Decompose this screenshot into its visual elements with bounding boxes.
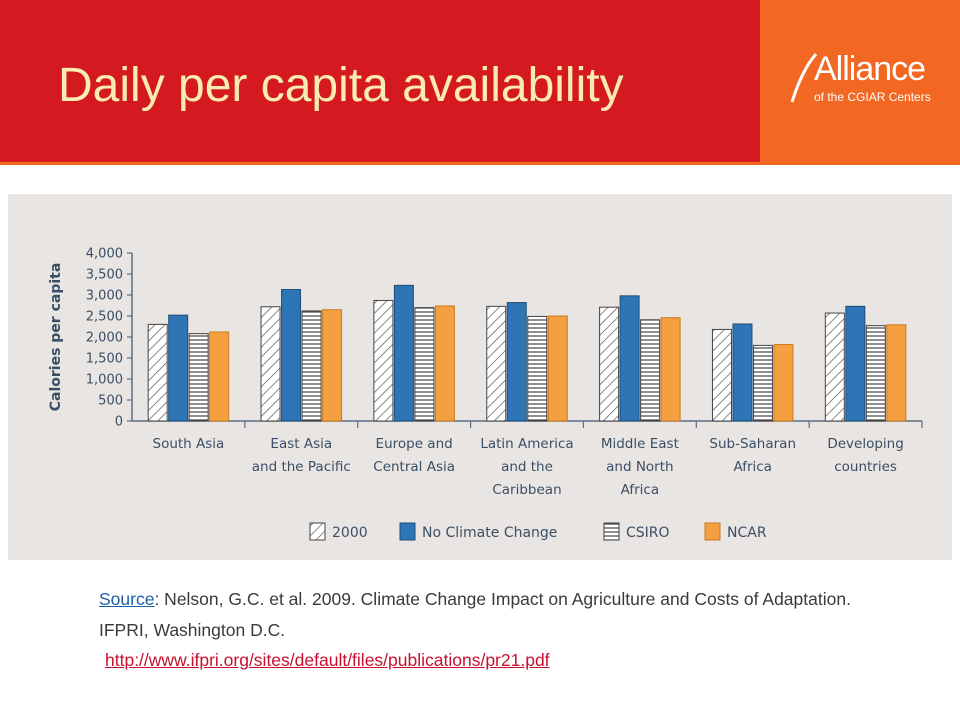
y-tick-label: 1,000 [86, 373, 123, 388]
source-url-link[interactable]: http://www.ifpri.org/sites/default/files… [105, 650, 550, 670]
alliance-logo: Alliance of the CGIAR Centers [788, 50, 938, 110]
x-category-label: Caribbean [492, 482, 561, 498]
x-category-label: South Asia [153, 436, 225, 452]
y-tick-label: 0 [115, 415, 123, 430]
y-tick-label: 3,500 [86, 268, 123, 283]
bar-csiro [527, 315, 548, 422]
bar-no-climate-change [619, 295, 640, 422]
x-category-label: Africa [621, 482, 660, 498]
bar-ncar [773, 344, 794, 422]
bar-2000 [599, 306, 620, 422]
logo-subtitle: of the CGIAR Centers [814, 90, 931, 104]
source-citation: Source: Nelson, G.C. et al. 2009. Climat… [99, 584, 899, 646]
bar-no-climate-change [281, 289, 302, 422]
bar-no-climate-change [393, 284, 414, 422]
bar-no-climate-change [845, 305, 866, 422]
bar-2000 [147, 323, 168, 422]
x-category-label: Africa [733, 459, 772, 475]
y-tick-label: 1,500 [86, 352, 123, 367]
bar-csiro [188, 333, 209, 422]
legend-swatch [309, 522, 326, 541]
y-tick-label: 3,000 [86, 289, 123, 304]
legend-swatch [399, 522, 416, 541]
x-category-label: and the Pacific [252, 459, 351, 475]
bar-no-climate-change [732, 323, 753, 422]
y-tick-label: 500 [98, 394, 123, 409]
bar-csiro [640, 319, 661, 422]
logo-wordmark: Alliance [814, 50, 926, 88]
x-category-label: Central Asia [373, 459, 455, 475]
bar-ncar [547, 315, 568, 422]
y-axis-label: Calories per capita [48, 263, 64, 412]
header-orange-band [760, 0, 960, 162]
x-category-label: Developing [827, 436, 903, 452]
chart-panel: 4,000 3,500 3,000 2,500 2,000 1,500 1,000 500 0 C… [8, 194, 952, 560]
slide-title: Daily per capita availability [58, 59, 624, 112]
bar-ncar [886, 324, 907, 422]
source-text: : Nelson, G.C. et al. 2009. Climate Chan… [99, 589, 851, 640]
x-category-label: countries [834, 459, 897, 475]
bar-csiro [414, 307, 435, 422]
chart-labels: 4,000 3,500 3,000 2,500 2,000 1,500 1,000 500 0 C… [48, 247, 904, 499]
bar-2000 [486, 305, 507, 422]
x-category-label: Sub-Saharan [709, 436, 796, 452]
bar-chart: 4,000 3,500 3,000 2,500 2,000 1,500 1,000 500 0 C… [48, 247, 923, 541]
chart-bars [147, 284, 907, 422]
x-category-label: East Asia [270, 436, 332, 452]
x-category-label: and the [501, 459, 553, 475]
x-category-label: Latin America [480, 436, 573, 452]
bar-no-climate-change [168, 314, 189, 422]
bar-2000 [373, 299, 394, 422]
bar-ncar [209, 331, 230, 422]
legend-swatch [603, 522, 620, 541]
legend-label: No Climate Change [422, 525, 557, 541]
y-tick-label: 4,000 [86, 247, 123, 262]
bar-2000 [824, 312, 845, 422]
bar-ncar [322, 309, 343, 422]
bar-csiro [865, 325, 886, 422]
bar-csiro [752, 344, 773, 422]
bar-2000 [260, 306, 281, 422]
legend-label: CSIRO [626, 525, 670, 541]
header-divider [0, 162, 960, 165]
bar-2000 [711, 328, 732, 422]
header-red-band [0, 0, 760, 162]
source-link[interactable]: Source [99, 589, 155, 609]
bar-no-climate-change [506, 302, 527, 422]
legend-swatch [704, 522, 721, 541]
x-category-label: Middle East [601, 436, 679, 452]
y-tick-label: 2,500 [86, 310, 123, 325]
bar-csiro [301, 310, 322, 422]
chart-legend: 2000 No Climate Change CSIRO NCAR [309, 522, 767, 541]
legend-label: 2000 [332, 525, 368, 541]
bar-ncar [434, 305, 455, 422]
y-tick-label: 2,000 [86, 331, 123, 346]
legend-label: NCAR [727, 525, 767, 541]
x-category-label: Europe and [376, 436, 453, 452]
logo-swoosh-icon [790, 53, 818, 103]
bar-ncar [660, 317, 681, 422]
x-category-label: and North [606, 459, 673, 475]
